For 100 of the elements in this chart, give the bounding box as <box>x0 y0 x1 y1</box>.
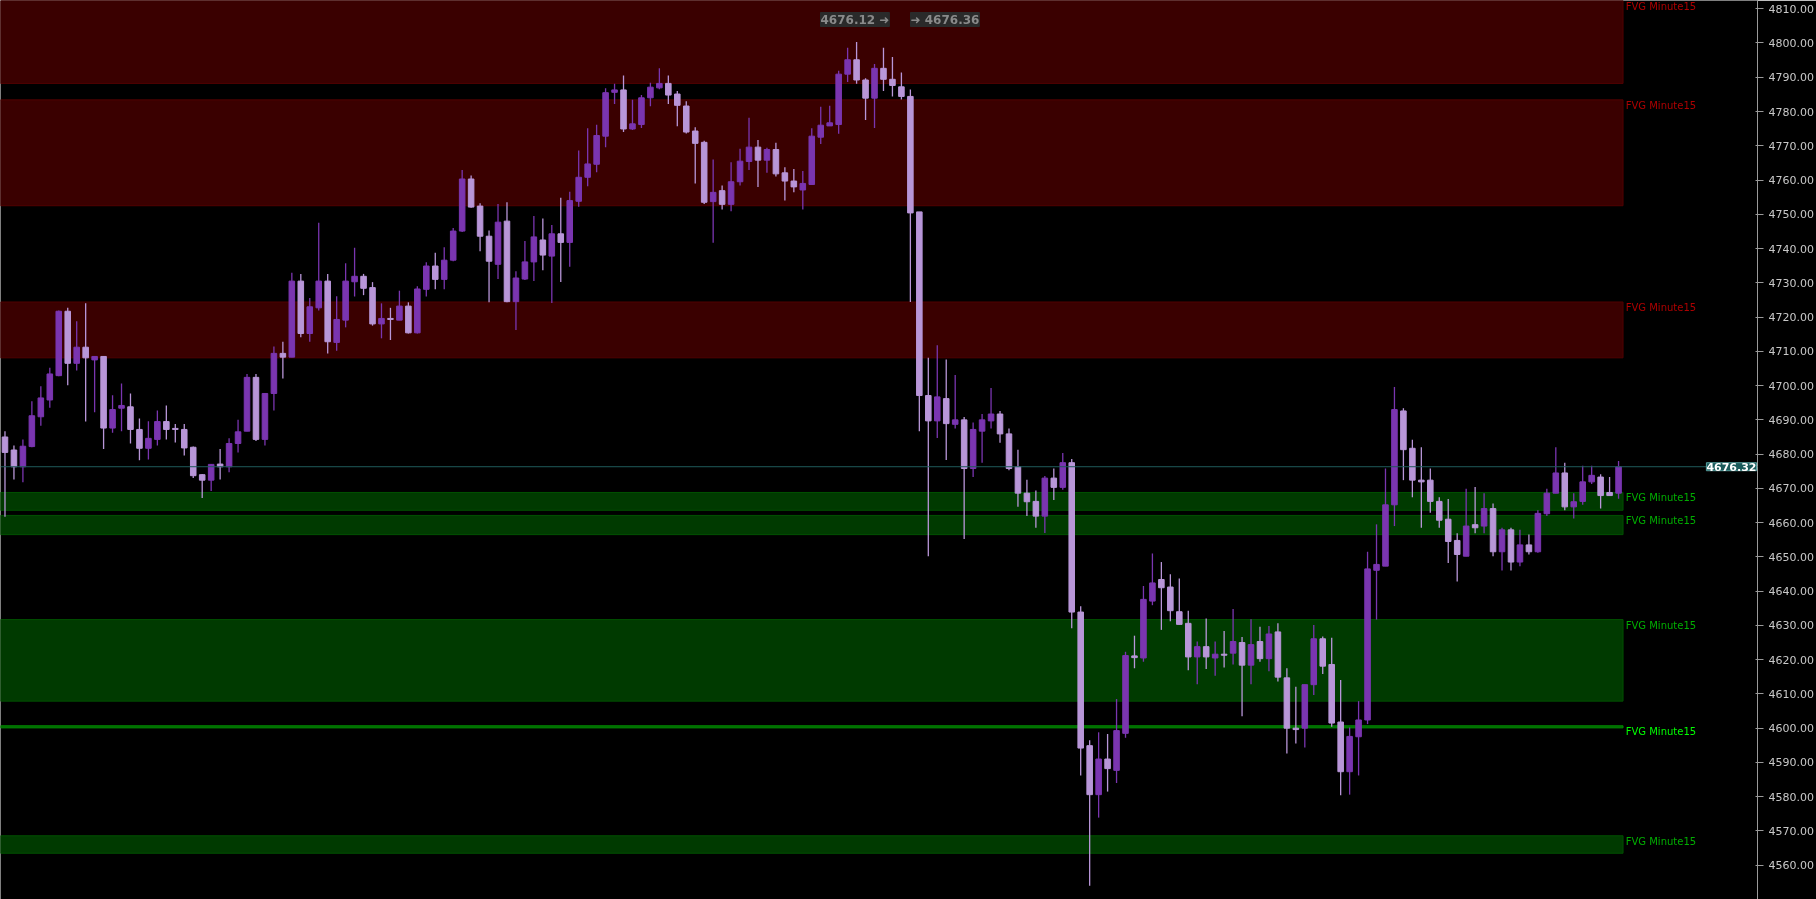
candlestick <box>127 392 134 445</box>
candlestick <box>333 295 340 352</box>
candlestick <box>1292 686 1300 745</box>
y-tick-label: 4780.00 <box>1768 105 1814 119</box>
candlestick <box>978 413 986 464</box>
candlestick <box>1543 488 1551 517</box>
band-label: FVG Minute15 <box>1625 725 1697 737</box>
candlestick <box>1149 552 1156 606</box>
candlestick <box>1211 640 1219 677</box>
y-tick-label: 4640.00 <box>1768 585 1814 599</box>
y-tick-label: 4710.00 <box>1768 345 1814 359</box>
band-label: FVG Minute15 <box>1625 492 1697 504</box>
candlestick <box>180 423 188 457</box>
candlestick <box>109 394 116 434</box>
candlestick <box>1579 465 1586 506</box>
candlestick <box>431 252 439 290</box>
candlestick <box>225 437 233 473</box>
candlestick <box>1355 700 1362 777</box>
candlestick <box>1444 498 1452 564</box>
band-label: FVG Minute15 <box>1625 619 1697 631</box>
candlestick <box>718 184 726 211</box>
candlestick <box>396 290 403 321</box>
candlestick <box>862 77 869 121</box>
candlestick <box>1516 529 1524 567</box>
candlestick <box>880 47 887 92</box>
candlestick <box>1247 618 1255 685</box>
candlestick <box>73 320 80 372</box>
y-tick-label: 4730.00 <box>1768 276 1814 290</box>
candlestick <box>853 41 860 85</box>
y-tick-label: 4790.00 <box>1768 71 1814 85</box>
candlestick <box>1256 626 1264 663</box>
candlestick <box>754 139 762 188</box>
candlestick <box>1373 523 1380 621</box>
candlestick <box>1453 532 1461 583</box>
y-tick-label: 4760.00 <box>1768 174 1814 188</box>
candlestick <box>378 302 385 339</box>
candlestick <box>91 355 98 413</box>
candlestick <box>1427 467 1434 514</box>
candlestick <box>987 387 995 430</box>
candlestick <box>665 74 672 105</box>
candlestick <box>736 148 744 187</box>
candlestick <box>351 247 358 298</box>
candlestick <box>996 410 1004 444</box>
candlestick <box>548 224 556 304</box>
candlestick <box>1471 486 1479 534</box>
y-tick-label: 4770.00 <box>1768 139 1814 153</box>
candlestick <box>521 240 529 281</box>
candlestick <box>82 302 89 423</box>
candlestick <box>790 168 798 194</box>
candlestick <box>440 246 448 290</box>
candlestick <box>1238 636 1246 717</box>
y-tick-label: 4660.00 <box>1768 516 1814 530</box>
candlestick <box>1202 617 1210 670</box>
candlestick <box>1229 608 1237 666</box>
candlestick <box>817 106 825 145</box>
y-tick-label: 4670.00 <box>1768 482 1814 496</box>
y-tick-label: 4800.00 <box>1768 36 1814 50</box>
candlestick <box>951 374 959 430</box>
candlestick <box>898 71 905 101</box>
candlestick <box>145 420 152 461</box>
y-tick-label: 4600.00 <box>1768 722 1814 736</box>
candlestick <box>647 82 654 108</box>
candlestick <box>844 47 851 83</box>
candlestick <box>781 166 789 202</box>
candlestick <box>172 423 179 444</box>
y-tick-label: 4560.00 <box>1768 859 1814 873</box>
annotation: ➜ 4676.36 <box>910 12 980 27</box>
candlestick <box>1588 465 1595 485</box>
y-tick-label: 4590.00 <box>1768 756 1814 770</box>
candlestick <box>163 404 170 441</box>
candlestick <box>763 147 771 174</box>
band-label: FVG Minute15 <box>1625 835 1697 847</box>
band-label: FVG Minute15 <box>1625 0 1697 12</box>
y-tick-label: 4570.00 <box>1768 824 1814 838</box>
ref-line-label: 4676.32 <box>1706 460 1757 474</box>
candlestick <box>387 307 394 341</box>
candlestick <box>745 117 753 171</box>
candlestick <box>136 417 143 461</box>
candlestick <box>1525 533 1533 556</box>
candlestick <box>925 357 932 557</box>
candlestick <box>1435 496 1443 529</box>
candlestick <box>691 126 699 185</box>
candlestick <box>539 217 547 271</box>
y-tick-label: 4750.00 <box>1768 208 1814 222</box>
candlestick <box>37 385 45 427</box>
candlestick <box>118 382 125 432</box>
y-tick-label: 4680.00 <box>1768 448 1814 462</box>
candlestick <box>1023 479 1031 517</box>
candlestick <box>1167 573 1174 622</box>
y-tick-label: 4720.00 <box>1768 311 1814 325</box>
candlestick <box>1193 640 1201 685</box>
candlestick <box>1050 467 1058 501</box>
y-tick-label: 4690.00 <box>1768 413 1814 427</box>
y-tick-label: 4580.00 <box>1768 790 1814 804</box>
candlestick <box>1104 733 1111 793</box>
candlestick <box>1 430 9 518</box>
candlestick <box>709 158 717 244</box>
y-tick-label: 4740.00 <box>1768 242 1814 256</box>
candlestick <box>611 83 618 105</box>
y-tick-label: 4650.00 <box>1768 550 1814 564</box>
